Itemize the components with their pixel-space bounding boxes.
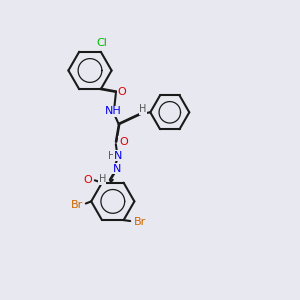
Text: NH: NH	[104, 106, 121, 116]
Text: O: O	[83, 175, 92, 185]
Text: N: N	[112, 164, 121, 174]
Text: H: H	[139, 104, 146, 114]
Text: O: O	[117, 87, 126, 97]
Text: H: H	[99, 174, 106, 184]
Text: H: H	[108, 151, 116, 161]
Text: Cl: Cl	[97, 38, 108, 48]
Text: N: N	[114, 151, 122, 161]
Text: Br: Br	[134, 217, 146, 226]
Text: Br: Br	[71, 200, 83, 210]
Text: O: O	[119, 137, 128, 147]
